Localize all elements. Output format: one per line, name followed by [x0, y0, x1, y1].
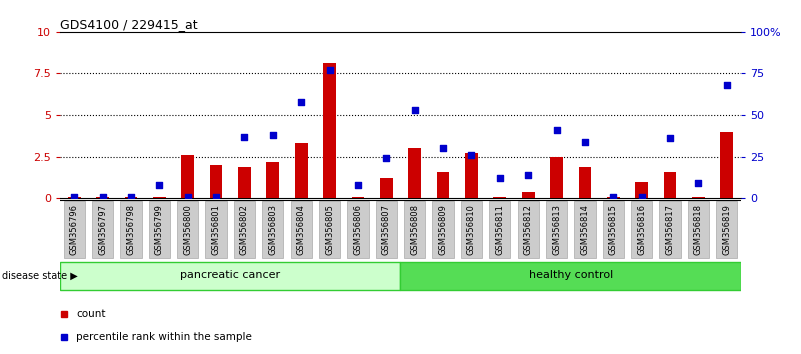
FancyBboxPatch shape	[716, 201, 738, 258]
Bar	[409, 148, 421, 198]
Bar	[720, 132, 733, 198]
FancyBboxPatch shape	[376, 201, 397, 258]
Point	[720, 82, 733, 88]
Bar	[295, 143, 308, 198]
FancyBboxPatch shape	[433, 201, 453, 258]
Text: GSM356805: GSM356805	[325, 204, 334, 255]
Point	[692, 181, 705, 186]
Point	[323, 67, 336, 73]
Point	[521, 172, 534, 178]
FancyBboxPatch shape	[92, 201, 113, 258]
Bar	[521, 192, 534, 198]
Text: GSM356817: GSM356817	[666, 204, 674, 255]
Text: GSM356803: GSM356803	[268, 204, 277, 255]
Bar	[635, 182, 648, 198]
Bar	[323, 63, 336, 198]
FancyBboxPatch shape	[319, 201, 340, 258]
Bar	[181, 155, 194, 198]
Bar	[238, 167, 251, 198]
Text: GSM356802: GSM356802	[240, 204, 249, 255]
FancyBboxPatch shape	[348, 201, 368, 258]
Text: GSM356818: GSM356818	[694, 204, 702, 255]
Text: disease state ▶: disease state ▶	[2, 270, 78, 280]
Bar	[380, 178, 392, 198]
Text: GSM356801: GSM356801	[211, 204, 220, 255]
Point	[550, 127, 563, 133]
Point	[68, 195, 81, 200]
FancyBboxPatch shape	[659, 201, 681, 258]
Bar	[465, 153, 478, 198]
Point	[210, 195, 223, 200]
FancyBboxPatch shape	[602, 201, 624, 258]
Text: GSM356815: GSM356815	[609, 204, 618, 255]
Bar	[663, 172, 676, 198]
Bar	[550, 156, 563, 198]
FancyBboxPatch shape	[400, 262, 741, 290]
FancyBboxPatch shape	[631, 201, 652, 258]
Text: GDS4100 / 229415_at: GDS4100 / 229415_at	[60, 18, 198, 31]
Text: GSM356804: GSM356804	[296, 204, 306, 255]
FancyBboxPatch shape	[404, 201, 425, 258]
Text: GSM356800: GSM356800	[183, 204, 192, 255]
Point	[578, 139, 591, 144]
FancyBboxPatch shape	[206, 201, 227, 258]
Point	[465, 152, 478, 158]
FancyBboxPatch shape	[574, 201, 595, 258]
FancyBboxPatch shape	[234, 201, 255, 258]
Text: GSM356796: GSM356796	[70, 204, 78, 255]
FancyBboxPatch shape	[546, 201, 567, 258]
Text: GSM356814: GSM356814	[581, 204, 590, 255]
Text: GSM356810: GSM356810	[467, 204, 476, 255]
Text: GSM356798: GSM356798	[127, 204, 135, 255]
Point	[96, 195, 109, 200]
Bar	[578, 167, 591, 198]
FancyBboxPatch shape	[291, 201, 312, 258]
Text: pancreatic cancer: pancreatic cancer	[180, 270, 280, 280]
FancyBboxPatch shape	[262, 201, 284, 258]
FancyBboxPatch shape	[489, 201, 510, 258]
Point	[181, 195, 194, 200]
FancyBboxPatch shape	[461, 201, 482, 258]
Text: GSM356808: GSM356808	[410, 204, 419, 255]
Point	[153, 182, 166, 188]
Point	[238, 134, 251, 139]
FancyBboxPatch shape	[149, 201, 170, 258]
Point	[607, 195, 620, 200]
FancyBboxPatch shape	[177, 201, 199, 258]
Point	[663, 136, 676, 141]
Point	[409, 107, 421, 113]
Point	[437, 145, 449, 151]
FancyBboxPatch shape	[60, 262, 400, 290]
Text: count: count	[76, 309, 106, 319]
Text: percentile rank within the sample: percentile rank within the sample	[76, 332, 252, 342]
Text: GSM356812: GSM356812	[524, 204, 533, 255]
Point	[295, 99, 308, 104]
FancyBboxPatch shape	[688, 201, 709, 258]
Text: GSM356809: GSM356809	[439, 204, 448, 255]
FancyBboxPatch shape	[63, 201, 85, 258]
Text: healthy control: healthy control	[529, 270, 613, 280]
Point	[493, 176, 506, 181]
Point	[380, 155, 392, 161]
Text: GSM356807: GSM356807	[382, 204, 391, 255]
Bar	[210, 165, 223, 198]
Point	[125, 195, 138, 200]
Bar	[267, 162, 280, 198]
Text: GSM356811: GSM356811	[495, 204, 505, 255]
Text: GSM356813: GSM356813	[552, 204, 561, 255]
Bar	[437, 172, 449, 198]
Text: GSM356819: GSM356819	[723, 204, 731, 255]
Text: GSM356816: GSM356816	[637, 204, 646, 255]
Text: GSM356806: GSM356806	[353, 204, 362, 255]
Point	[267, 132, 280, 138]
FancyBboxPatch shape	[517, 201, 539, 258]
FancyBboxPatch shape	[120, 201, 142, 258]
Point	[352, 182, 364, 188]
Text: GSM356799: GSM356799	[155, 204, 164, 255]
Point	[635, 195, 648, 200]
Text: GSM356797: GSM356797	[99, 204, 107, 255]
